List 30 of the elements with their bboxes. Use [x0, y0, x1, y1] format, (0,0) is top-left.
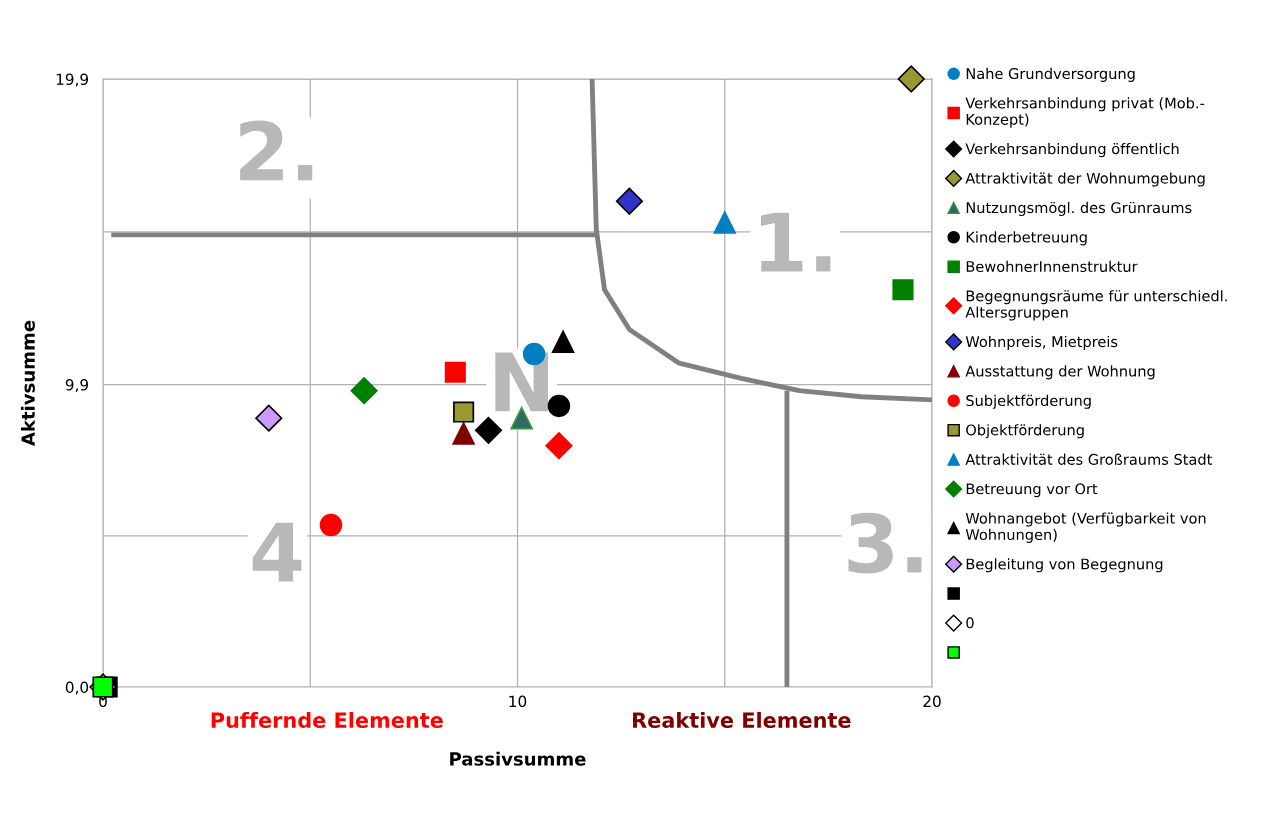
annotation: 4: [252, 522, 302, 582]
legend-label: Nutzungsmögl. des Grünraums: [966, 201, 1192, 216]
legend-label: Attraktivität der Wohnumgebung: [965, 172, 1205, 187]
y-tick-label: 0,0: [65, 681, 89, 695]
annotation: 2.: [240, 120, 313, 181]
legend-label: Begleitung von Begegnung: [966, 558, 1163, 573]
legend-label: Wohnangebot (Verfügbarkeit von Wohnungen): [965, 512, 1206, 543]
legend-label: BewohnerInnenstruktur: [966, 260, 1138, 273]
x-tick-label: 10: [509, 695, 527, 708]
x-tick-label: 20: [923, 695, 941, 708]
text: Reaktive Elemente: [633, 711, 851, 729]
legend-label: Kinderbetreuung: [966, 231, 1087, 246]
annotation: 3.: [848, 512, 922, 574]
legend-label: Verkehrsanbindung öffentlich: [965, 143, 1179, 158]
legend-label: Betreuung vor Ort: [966, 483, 1098, 498]
x-axis-title: Passivsumme: [450, 751, 586, 766]
legend-label: 0: [966, 617, 974, 629]
y-tick-label: 19,9: [56, 73, 89, 87]
legend-label: Attraktivität des Großraums Stadt: [965, 453, 1213, 465]
legend-label: Wohnpreis, Mietpreis: [965, 335, 1118, 351]
legend-label: Begegnungsräume für unterschiedl. Altersgruppen: [965, 290, 1227, 321]
legend-label: Nahe Grundversorgung: [966, 67, 1135, 82]
y-axis-title: Aktivsumme: [20, 320, 35, 446]
text: Puffernde Elemente: [211, 711, 443, 729]
legend-label: Verkehrsanbindung privat (Mob.- Konzept): [965, 97, 1205, 128]
annotation: 1.: [760, 212, 831, 272]
legend-label: Subjektförderung: [966, 394, 1091, 409]
y-tick-label: 9,9: [65, 378, 89, 393]
legend-label: Ausstattung der Wohnung: [965, 365, 1155, 380]
legend-label: Objektförderung: [966, 424, 1084, 439]
